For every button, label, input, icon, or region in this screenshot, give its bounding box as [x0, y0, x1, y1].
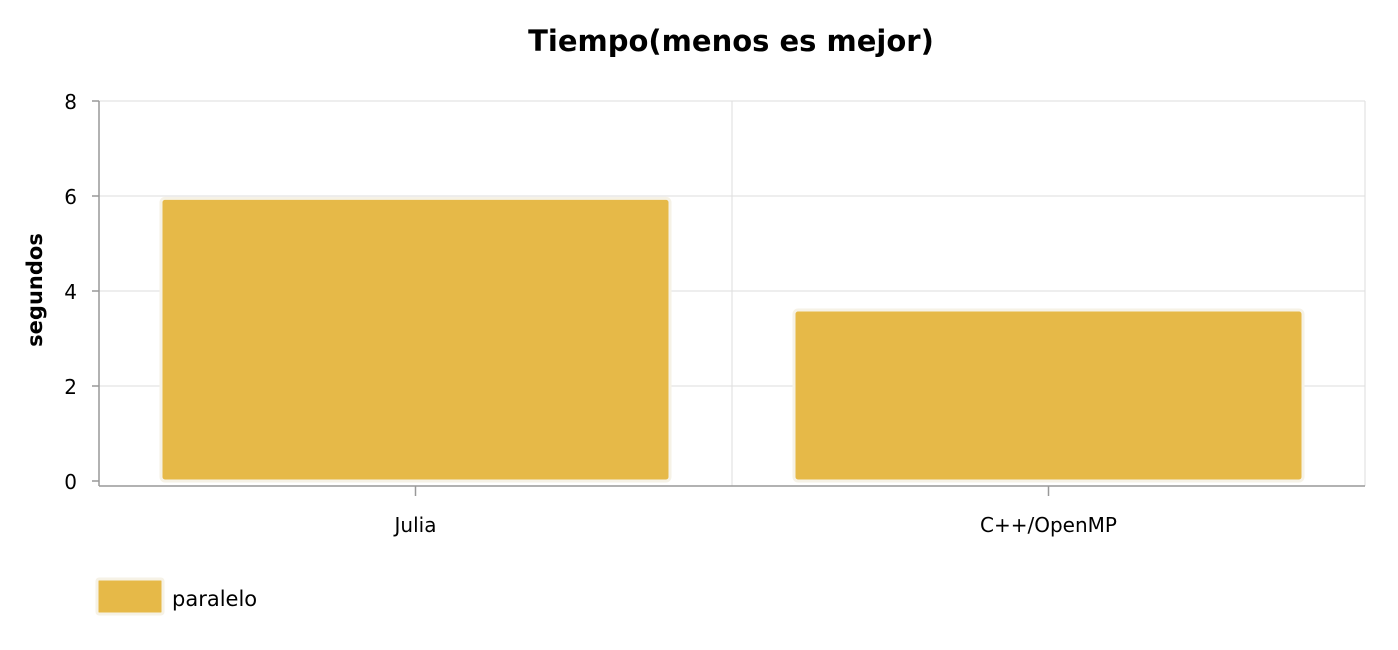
- bar-c-openmp[interactable]: [792, 308, 1305, 483]
- chart-title: Tiempo(menos es mejor): [528, 24, 934, 58]
- y-tick-label: 0: [64, 470, 77, 494]
- axes-layer: 0 2 4 6 8 Julia C++/OpenMP: [64, 90, 1365, 537]
- x-tick-label: Julia: [393, 513, 437, 537]
- y-tick-label: 2: [64, 375, 77, 399]
- bar-julia[interactable]: [159, 196, 672, 483]
- legend-swatch-paralelo: [95, 577, 165, 616]
- legend[interactable]: paralelo: [95, 577, 257, 616]
- bars-layer: [159, 196, 1305, 483]
- y-tick-label: 6: [64, 185, 77, 209]
- y-tick-label: 4: [64, 280, 77, 304]
- x-tick-label: C++/OpenMP: [980, 513, 1117, 537]
- legend-label-paralelo: paralelo: [172, 587, 257, 611]
- y-axis-label: segundos: [23, 233, 47, 347]
- y-tick-label: 8: [64, 90, 77, 114]
